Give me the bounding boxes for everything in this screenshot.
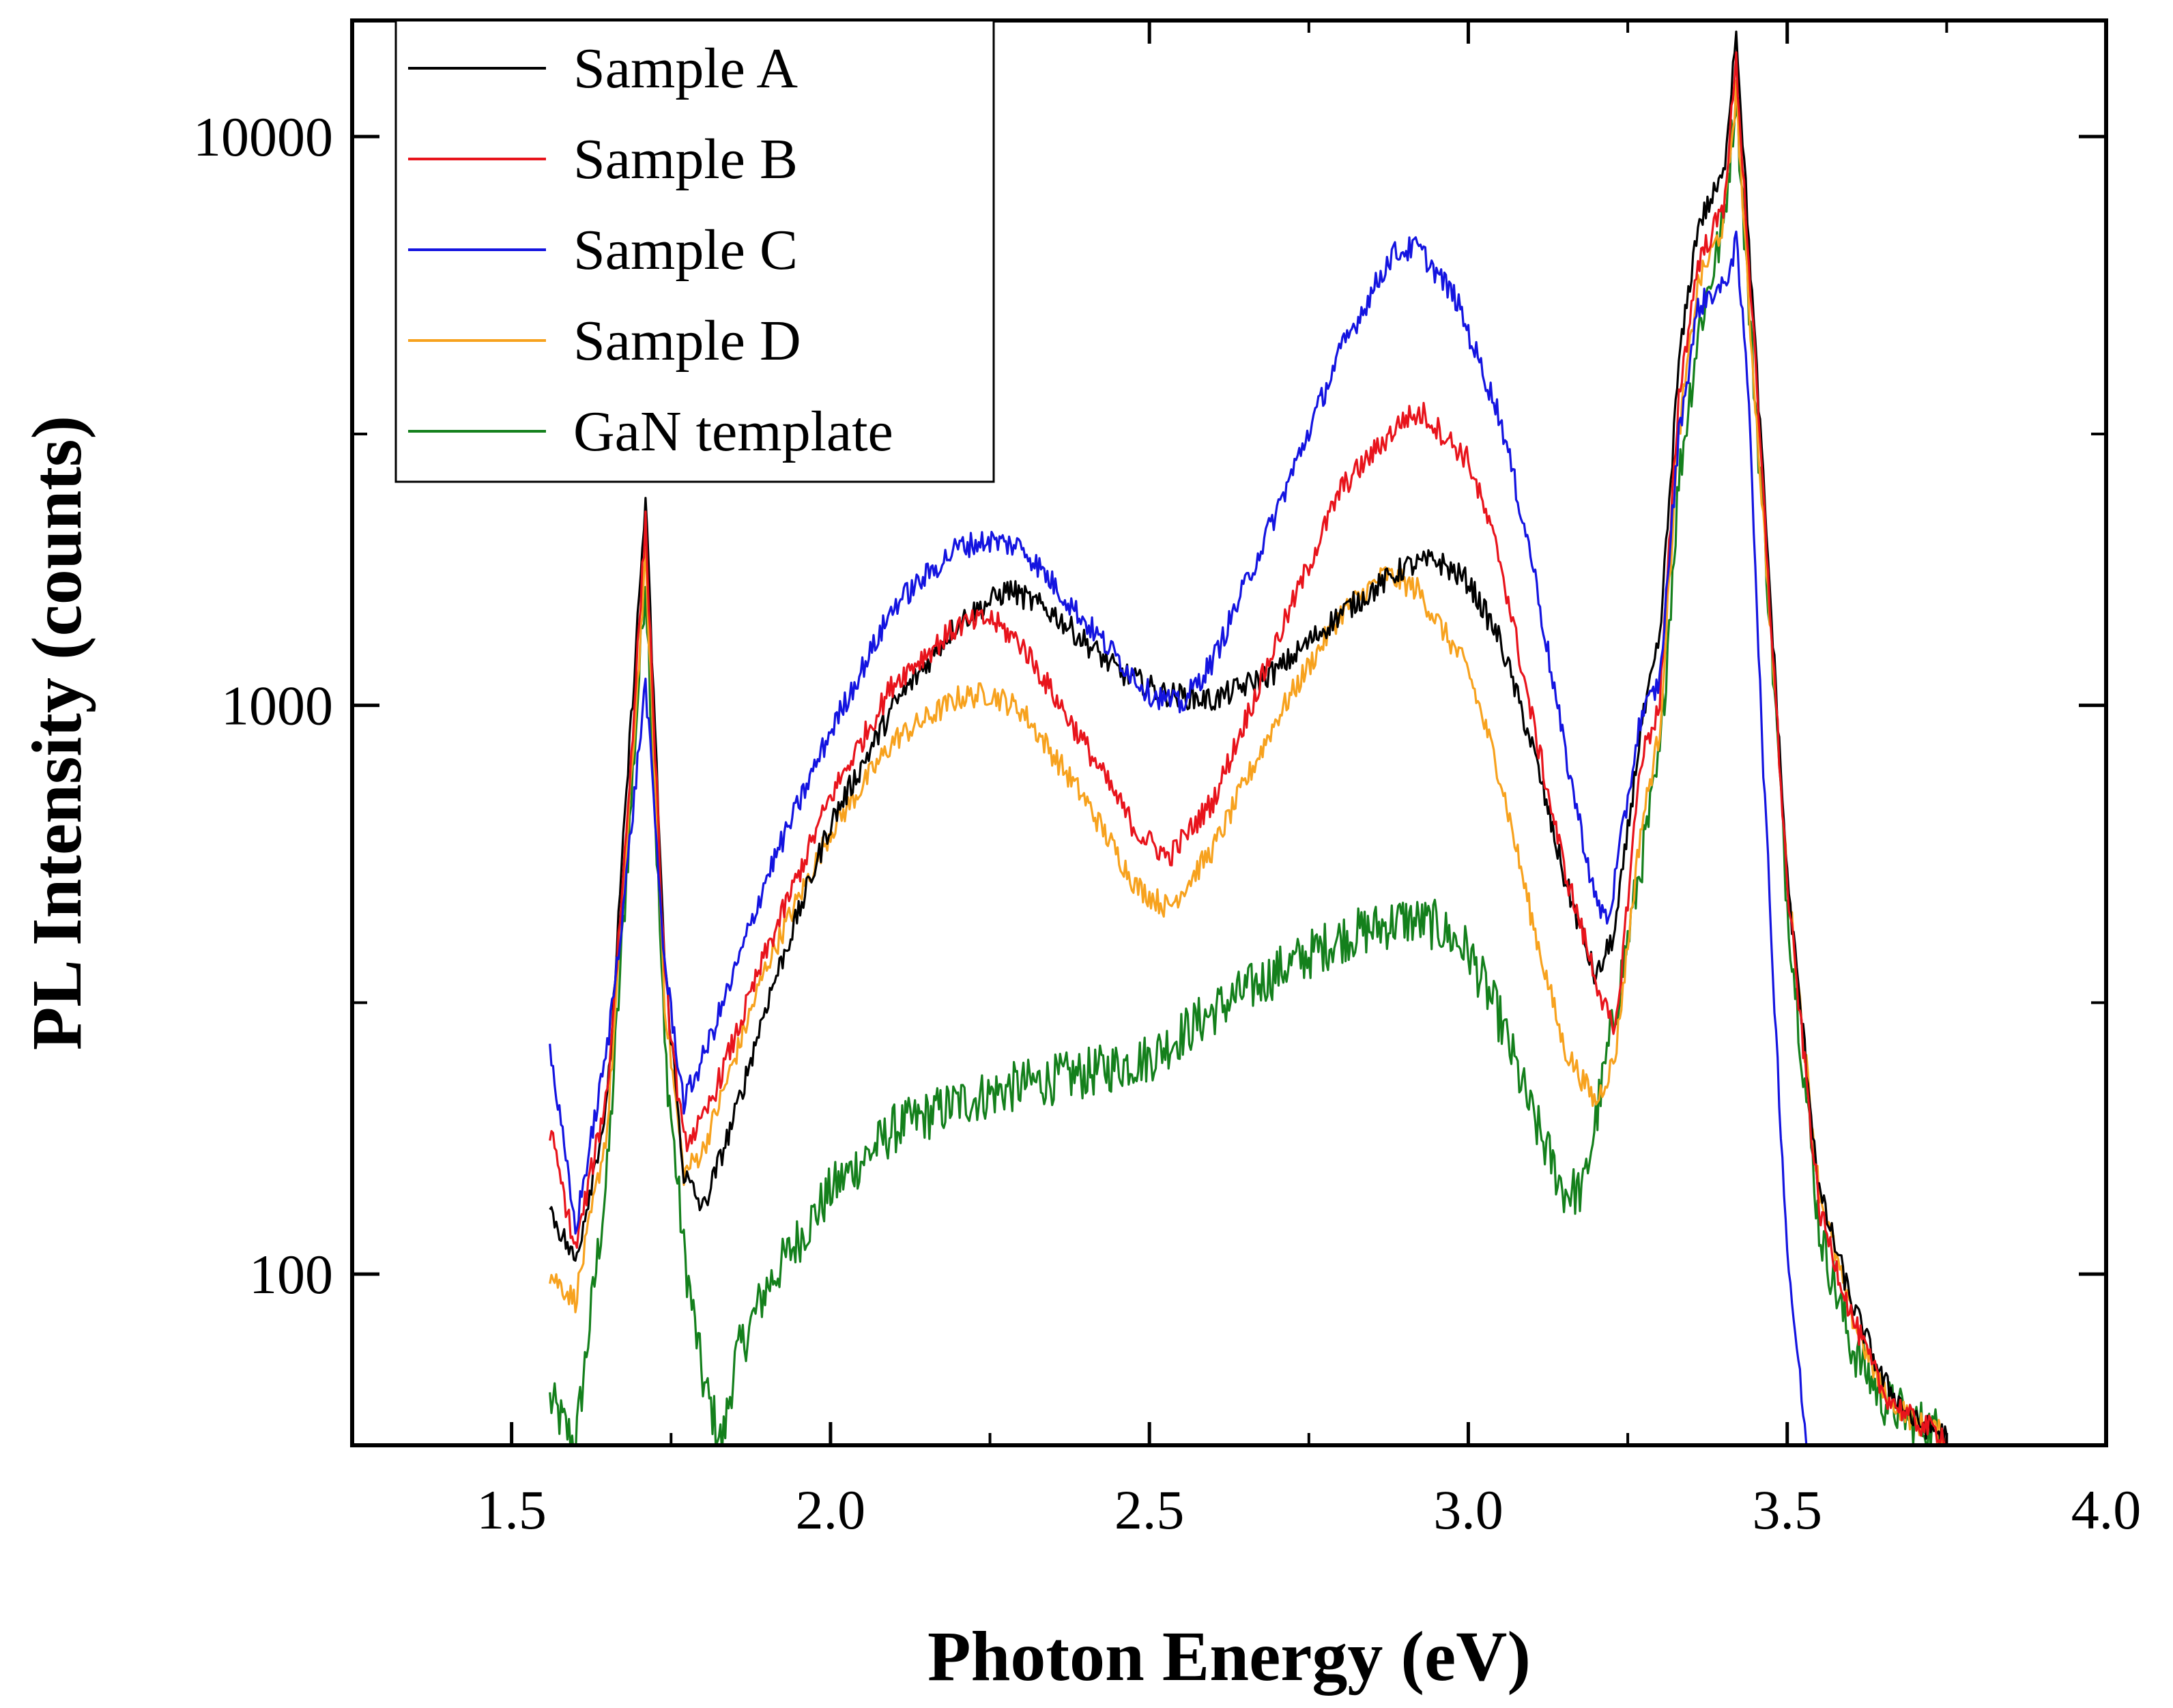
legend-label: Sample B [573, 128, 798, 191]
x-tick-label: 2.0 [796, 1479, 866, 1541]
x-tick-label: 4.0 [2071, 1479, 2142, 1541]
x-tick-label: 1.5 [476, 1479, 547, 1541]
y-axis: 100 1000 10000 [193, 106, 2106, 1305]
x-axis-title: Photon Energy (eV) [927, 1617, 1531, 1696]
legend: Sample A Sample B Sample C Sample D GaN temp… [394, 19, 995, 483]
plot-frame [350, 18, 2108, 1447]
legend-label: Sample C [573, 218, 798, 282]
y-tick-label: 1000 [221, 675, 333, 737]
series-line-sample-d [549, 79, 1948, 1445]
series-line-gan-template [549, 98, 1948, 1445]
legend-label: Sample A [573, 37, 798, 100]
y-axis-title: PL Intensity (counts) [18, 416, 96, 1050]
series-line-sample-c [549, 230, 1808, 1445]
legend-label: GaN template [573, 400, 893, 463]
plot-lines [549, 30, 1948, 1445]
x-tick-label: 3.5 [1752, 1479, 1822, 1541]
y-tick-label: 10000 [193, 106, 333, 168]
legend-label: Sample D [573, 309, 801, 373]
x-tick-label: 2.5 [1114, 1479, 1185, 1541]
y-tick-label: 100 [249, 1243, 333, 1305]
series-line-sample-a [549, 30, 1948, 1443]
x-tick-label: 3.0 [1433, 1479, 1503, 1541]
series-line-sample-b [549, 51, 1948, 1445]
